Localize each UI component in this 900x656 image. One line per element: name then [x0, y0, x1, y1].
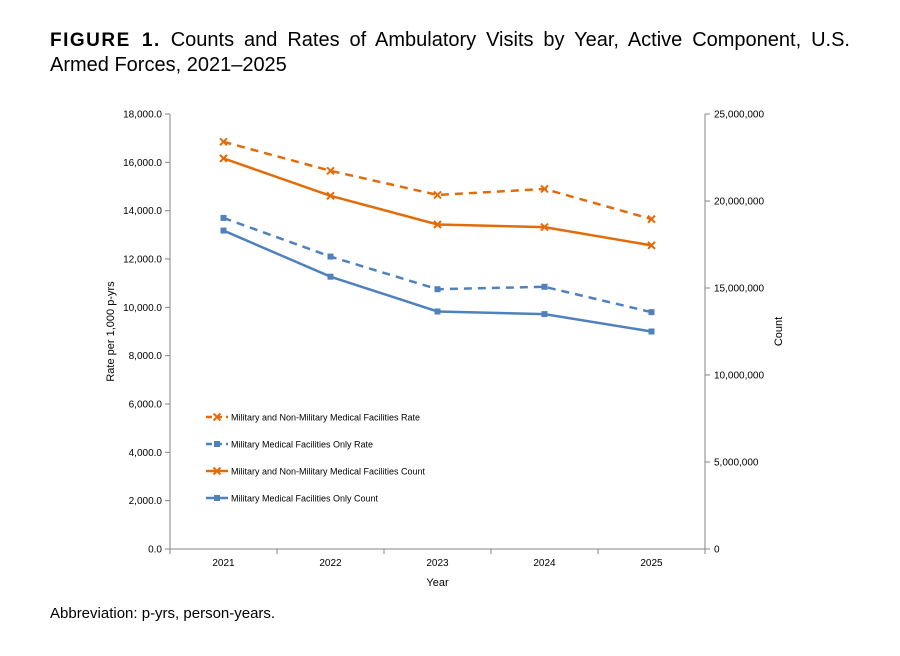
- chart-axes: 0.0 2,000.0 4,000.0 6,000.0 8,000.0 10,000.0 1…: [105, 110, 785, 590]
- y-tick-label-left: 12,000.0: [123, 255, 162, 266]
- marker-stroke: [433, 190, 442, 200]
- marker-stroke: [647, 241, 656, 250]
- marker-stroke: [326, 191, 335, 200]
- marker-stroke: [212, 466, 222, 476]
- chart-series: [219, 137, 656, 335]
- data-point: [648, 309, 655, 316]
- marker-stroke: [219, 154, 228, 163]
- legend-item: Military and Non-Military Medical Facili…: [206, 413, 420, 423]
- y-tick-label-right: 5,000,000: [714, 458, 759, 469]
- series-2: [220, 214, 655, 316]
- x-tick-label: 2022: [319, 558, 342, 569]
- legend-label: Military Medical Facilities Only Count: [231, 494, 379, 504]
- y-tick-label-right: 20,000,000: [714, 197, 764, 208]
- x-tick-label: 2021: [212, 558, 235, 569]
- series-4: [220, 227, 655, 335]
- data-point: [433, 190, 442, 200]
- y-tick-label-left: 18,000.0: [123, 110, 162, 121]
- x-tick-label: 2024: [533, 558, 556, 569]
- data-point: [647, 241, 656, 250]
- data-point: [541, 283, 548, 290]
- y-tick-label-left: 0.0: [148, 545, 162, 556]
- data-point: [219, 154, 228, 163]
- footnote: Abbreviation: p-yrs, person-years.: [50, 605, 276, 622]
- y-axis-title-left: Rate per 1,000 p-yrs: [105, 281, 117, 382]
- data-point: [326, 166, 335, 175]
- series-line: [223, 216, 652, 314]
- data-point: [540, 222, 549, 232]
- data-point: [434, 308, 441, 315]
- x-tick-label: 2023: [426, 558, 449, 569]
- data-point: [220, 227, 227, 234]
- x-tick-label: 2025: [640, 558, 663, 569]
- data-point: [433, 220, 442, 229]
- data-point: [219, 137, 228, 146]
- chart-legend: Military and Non-Military Medical Facili…: [206, 413, 426, 504]
- y-tick-label-left: 2,000.0: [129, 496, 163, 507]
- marker-stroke: [540, 184, 549, 194]
- figure-label: FIGURE 1.: [50, 30, 161, 51]
- figure-title: FIGURE 1. Counts and Rates of Ambulatory…: [50, 28, 850, 78]
- data-point: [327, 253, 334, 260]
- series-line: [223, 157, 652, 247]
- legend-marker: [212, 466, 222, 476]
- y-tick-label-left: 4,000.0: [129, 448, 163, 459]
- legend-label: Military and Non-Military Medical Facili…: [231, 413, 420, 423]
- y-tick-label-left: 10,000.0: [123, 303, 162, 314]
- series-line: [223, 229, 652, 333]
- y-tick-label-left: 14,000.0: [123, 206, 162, 217]
- legend-marker: [214, 441, 220, 447]
- y-tick-label-right: 15,000,000: [714, 284, 764, 295]
- figure-title-text: Counts and Rates of Ambulatory Visits by…: [50, 29, 850, 76]
- data-point: [541, 311, 548, 318]
- legend-item: Military Medical Facilities Only Rate: [206, 440, 373, 450]
- marker-stroke: [647, 214, 656, 224]
- data-point: [220, 214, 227, 221]
- legend-item: Military Medical Facilities Only Count: [206, 494, 379, 504]
- data-point: [648, 328, 655, 335]
- y-tick-label-right: 10,000,000: [714, 371, 764, 382]
- legend-label: Military and Non-Military Medical Facili…: [231, 467, 426, 477]
- y-axis-title-right: Count: [773, 317, 785, 346]
- marker-stroke: [540, 222, 549, 232]
- y-tick-label-left: 16,000.0: [123, 158, 162, 169]
- y-tick-label-right: 25,000,000: [714, 110, 764, 121]
- marker-stroke: [219, 137, 228, 146]
- legend-item: Military and Non-Military Medical Facili…: [206, 467, 426, 477]
- y-tick-label-left: 8,000.0: [129, 351, 163, 362]
- data-point: [647, 214, 656, 224]
- series-1: [219, 137, 656, 224]
- marker-stroke: [433, 220, 442, 229]
- data-point: [326, 191, 335, 200]
- legend-marker: [212, 412, 222, 422]
- legend-label: Military Medical Facilities Only Rate: [231, 440, 373, 450]
- y-tick-label-left: 6,000.0: [129, 400, 163, 411]
- x-axis-title: Year: [426, 577, 449, 589]
- marker-stroke: [326, 166, 335, 175]
- series-3: [219, 154, 656, 250]
- data-point: [327, 273, 334, 280]
- y-tick-label-right: 0: [714, 545, 720, 556]
- series-line: [223, 140, 652, 221]
- legend-marker: [214, 495, 220, 501]
- data-point: [540, 184, 549, 194]
- data-point: [434, 286, 441, 293]
- marker-stroke: [212, 412, 222, 422]
